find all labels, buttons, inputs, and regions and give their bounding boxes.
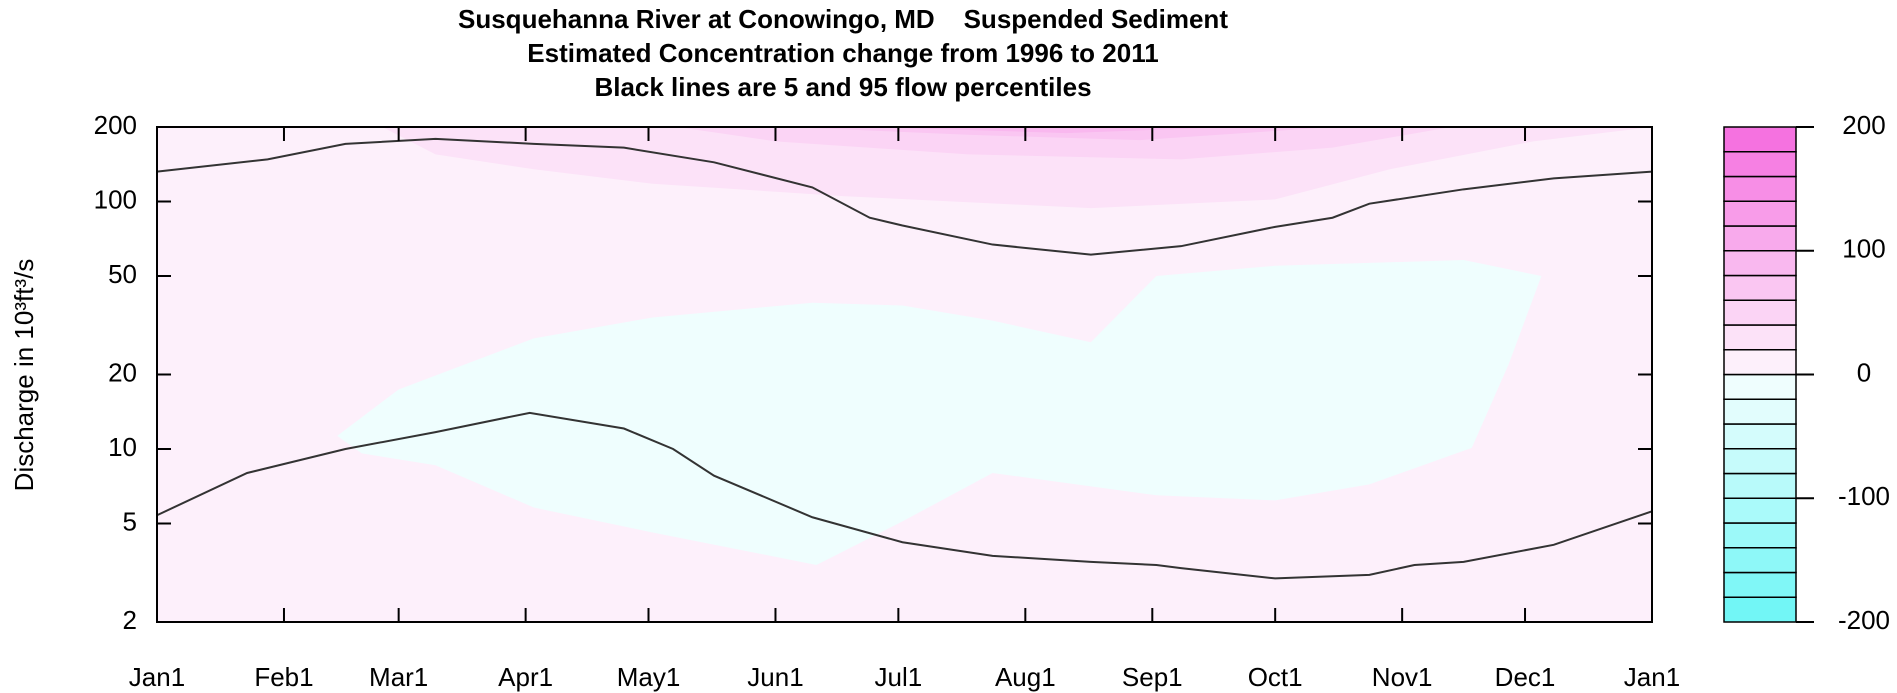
y-tick-label: 100 <box>94 184 137 214</box>
y-tick-label: 20 <box>108 357 137 387</box>
x-tick-label: Feb1 <box>254 662 313 692</box>
colorbar-band <box>1723 225 1797 252</box>
y2-tick-label: 200 <box>1842 110 1885 140</box>
y-axis-label: Discharge in 10³ft³/s <box>9 259 39 492</box>
x-tick-label: Nov1 <box>1372 662 1433 692</box>
y2-tick-label: 100 <box>1842 234 1885 264</box>
chart-title: Susquehanna River at Conowingo, MD Suspe… <box>458 4 1228 34</box>
y2-tick-label: 0 <box>1857 357 1871 387</box>
colorbar-band <box>1723 299 1797 326</box>
colorbar-band <box>1723 126 1797 153</box>
y-tick-label: 50 <box>108 259 137 289</box>
contour-region <box>677 127 1452 160</box>
contour-region <box>869 127 1235 134</box>
x-tick-label: Sep1 <box>1122 662 1183 692</box>
x-tick-label: May1 <box>617 662 681 692</box>
y-tick-label: 200 <box>94 110 137 140</box>
x-tick-label: Jul1 <box>875 662 923 692</box>
colorbar-band <box>1723 596 1797 623</box>
colorbar-band <box>1723 250 1797 277</box>
colorbar-band <box>1723 200 1797 227</box>
colorbar-band <box>1723 175 1797 202</box>
colorbar-band <box>1723 274 1797 301</box>
x-tick-label: Aug1 <box>995 662 1056 692</box>
chart-subtitle: Black lines are 5 and 95 flow percentile… <box>594 72 1091 102</box>
contour-region <box>337 260 1542 565</box>
x-tick-label: Oct1 <box>1248 662 1303 692</box>
colorbar-band <box>1723 448 1797 475</box>
x-tick-label: Jun1 <box>747 662 803 692</box>
x-tick-label: Mar1 <box>369 662 428 692</box>
colorbar-band <box>1723 151 1797 178</box>
colorbar-band <box>1723 472 1797 499</box>
colorbar-band <box>1723 349 1797 376</box>
colorbar-band <box>1723 571 1797 598</box>
colorbar-band <box>1723 373 1797 400</box>
percentile-line <box>156 137 1653 256</box>
percentile-line <box>156 411 1653 580</box>
x-tick-label: Apr1 <box>498 662 553 692</box>
colorbar-band <box>1723 398 1797 425</box>
y2-tick-label: -100 <box>1838 481 1890 511</box>
colorbar-band <box>1723 522 1797 549</box>
y-tick-label: 10 <box>108 432 137 462</box>
colorbar-band <box>1723 423 1797 450</box>
contour-region <box>787 127 1333 141</box>
x-tick-label: Jan1 <box>129 662 185 692</box>
chart-subtitle: Estimated Concentration change from 1996… <box>527 38 1158 68</box>
colorbar-band <box>1723 547 1797 574</box>
colorbar-band <box>1723 324 1797 351</box>
x-tick-label: Jan1 <box>1624 662 1680 692</box>
y2-tick-label: -200 <box>1838 605 1890 635</box>
y-tick-label: 5 <box>123 506 137 536</box>
y-tick-label: 2 <box>123 605 137 635</box>
colorbar-band <box>1723 497 1797 524</box>
x-tick-label: Dec1 <box>1495 662 1556 692</box>
